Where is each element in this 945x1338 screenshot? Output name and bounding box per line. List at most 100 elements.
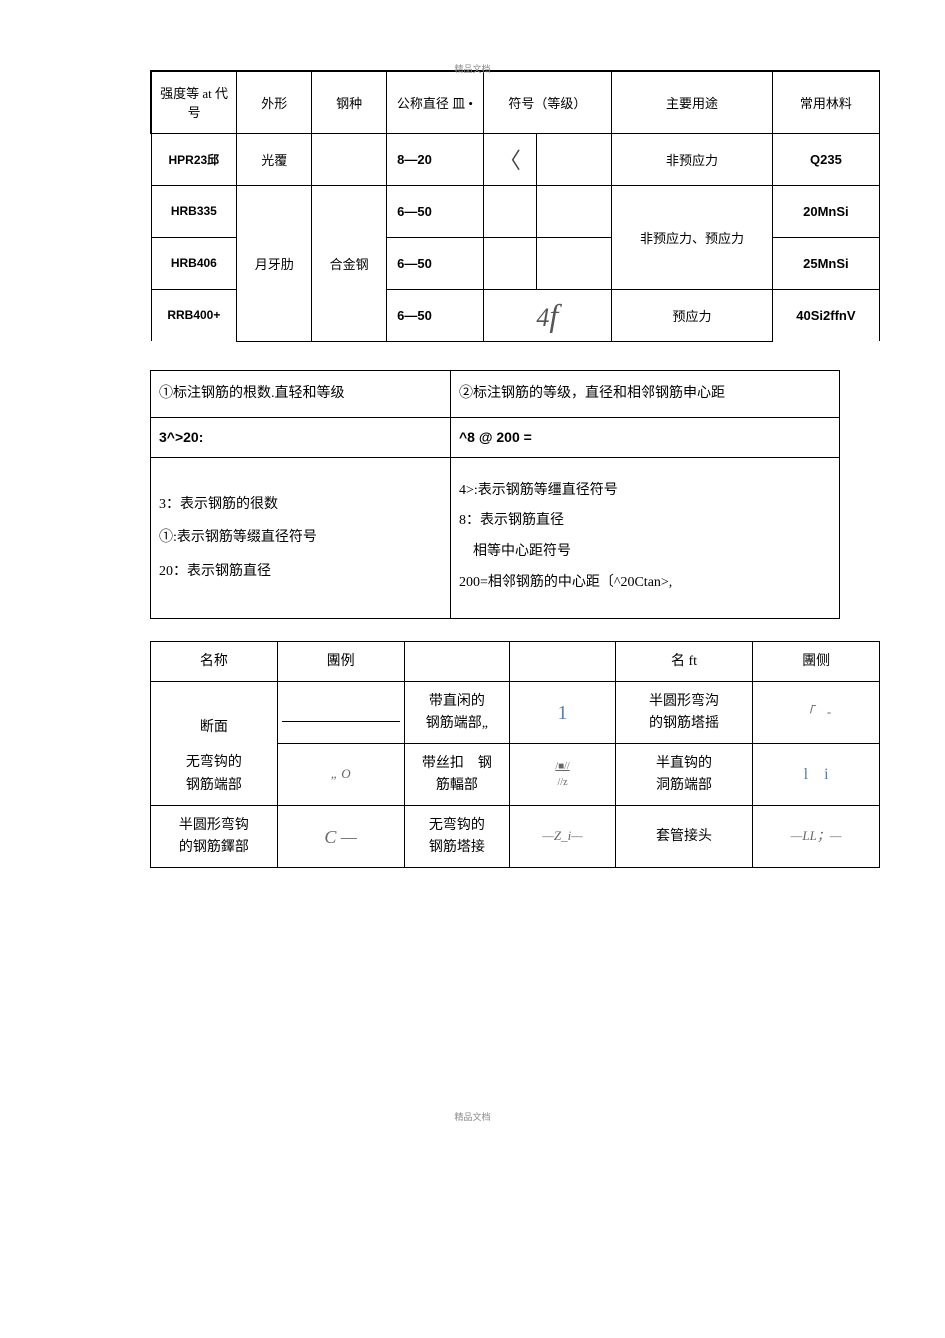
text-line: 无弯钩的: [409, 815, 506, 837]
cell: 光覆: [237, 133, 312, 185]
cell: 非预应力、预应力: [612, 185, 773, 289]
col-header: 强度等 at 代号: [151, 71, 237, 133]
text-line: 8：表示钢筋直径: [459, 506, 831, 537]
text-line: 的钢筋塔摇: [620, 713, 748, 735]
cell: 〈: [483, 133, 537, 185]
table-row: 3^>20: ^8 @ 200 =: [151, 418, 840, 458]
cell: [483, 185, 537, 237]
table-row: 无弯钩的 钢筋端部 „ O 带丝扣 钢 筋輻部 /■// //z 半直钩的 洞筋…: [151, 744, 880, 806]
cell: HPR23邱: [151, 133, 237, 185]
text-line: 筋輻部: [409, 775, 506, 797]
symbol-icon: „ O: [331, 766, 351, 781]
rebar-spec-table: 强度等 at 代号 外形 钢种 公称直径 皿 • 符号（等级） 主要用途 常用林…: [150, 70, 880, 342]
cell: —LL；—: [753, 806, 880, 868]
text-line: 钢筋塔接: [409, 837, 506, 859]
cell: HRB406: [151, 237, 237, 289]
cell: 无弯钩的 钢筋端部: [151, 744, 278, 806]
table-row: 半圆形弯钩 的钢筋鐸部 C — 无弯钩的 钢筋塔接 —Z_i— 套管接头 —LL…: [151, 806, 880, 868]
cell: „ O: [277, 744, 404, 806]
table-row: 强度等 at 代号 外形 钢种 公称直径 皿 • 符号（等级） 主要用途 常用林…: [151, 71, 880, 133]
cell: 套管接头: [615, 806, 752, 868]
text-line: ①:表示钢筋等缀直径符号: [159, 521, 442, 555]
symbol-icon: //z: [514, 775, 611, 791]
cell: 月牙肋: [237, 185, 312, 341]
cell: 25MnSi: [772, 237, 879, 289]
table-row: 3：表示钢筋的很数 ①:表示钢筋等缀直径符号 20：表示钢筋直径 4>:表示钢筋…: [151, 457, 840, 619]
symbol-icon: l i: [804, 766, 829, 783]
table-row: HPR23邱 光覆 8—20 〈 非预应力 Q235: [151, 133, 880, 185]
cell: C —: [277, 806, 404, 868]
cell: 4f: [483, 289, 612, 341]
cell: RRB400+: [151, 289, 237, 341]
text-line: 无弯钩的: [155, 752, 273, 774]
col-header: 團例: [277, 642, 404, 682]
symbol-icon: —Z_i—: [542, 828, 582, 843]
cell: [537, 185, 612, 237]
symbol-icon: 4f: [536, 303, 558, 332]
cell: 40Si2ffnV: [772, 289, 879, 341]
text-line: 带直闲的: [409, 691, 506, 713]
cell: 3：表示钢筋的很数 ①:表示钢筋等缀直径符号 20：表示钢筋直径: [151, 457, 451, 619]
text-line: 200=相邻钢筋的中心距〔^20Ctan>,: [459, 568, 831, 599]
cell: ②标注钢筋的等级，直径和相邻钢筋申心距: [451, 370, 840, 418]
cell: 非预应力: [612, 133, 773, 185]
cell: 8—20: [387, 133, 483, 185]
text-line: 半圆形弯沟: [620, 691, 748, 713]
cell: 半圆形弯钩 的钢筋鐸部: [151, 806, 278, 868]
cell: [537, 133, 612, 185]
cell: HRB335: [151, 185, 237, 237]
table-row: 名称 團例 名 ft 團侧: [151, 642, 880, 682]
text-line: 半直钩的: [620, 753, 748, 775]
text-line: 断面: [155, 717, 273, 739]
table-row: ①标注钢筋的根数.直轻和等级 ②标注钢筋的等级，直径和相邻钢筋申心距: [151, 370, 840, 418]
cell: 半直钩的 洞筋端部: [615, 744, 752, 806]
text-line: 半圆形弯钩: [155, 815, 273, 837]
text-line: 钢筋端部„: [409, 713, 506, 735]
cell: 预应力: [612, 289, 773, 341]
cell: 带丝扣 钢 筋輻部: [404, 744, 510, 806]
symbol-icon: C —: [324, 827, 357, 847]
text-line: 4>:表示钢筋等缰直径符号: [459, 476, 831, 507]
cell: 断面: [151, 682, 278, 744]
symbol-icon: /■//: [514, 759, 611, 775]
symbol-icon: 「 -: [801, 704, 831, 719]
watermark-bottom: 精品文档: [454, 1110, 490, 1123]
cell: ^8 @ 200 =: [451, 418, 840, 458]
cell: 3^>20:: [151, 418, 451, 458]
table-row: 断面 带直闲的 钢筋端部„ 1 半圆形弯沟 的钢筋塔摇 「 -: [151, 682, 880, 744]
annotation-table: ①标注钢筋的根数.直轻和等级 ②标注钢筋的等级，直径和相邻钢筋申心距 3^>20…: [150, 370, 840, 620]
cell: 半圆形弯沟 的钢筋塔摇: [615, 682, 752, 744]
table-row: HRB335 月牙肋 合金钢 6—50 非预应力、预应力 20MnSi: [151, 185, 880, 237]
cell: [277, 682, 404, 744]
col-header: 主要用途: [612, 71, 773, 133]
cell: Q235: [772, 133, 879, 185]
col-header: 钢种: [312, 71, 387, 133]
cell: 合金钢: [312, 185, 387, 341]
cell: 1: [510, 682, 616, 744]
cell: 4>:表示钢筋等缰直径符号 8：表示钢筋直径 相等中心距符号 200=相邻钢筋的…: [451, 457, 840, 619]
cell: ①标注钢筋的根数.直轻和等级: [151, 370, 451, 418]
cell: [483, 237, 537, 289]
cell: [537, 237, 612, 289]
text-line: 带丝扣 钢: [409, 753, 506, 775]
watermark-top: 精品文档: [454, 62, 490, 75]
cell: —Z_i—: [510, 806, 616, 868]
col-header: [404, 642, 510, 682]
cell: 6—50: [387, 289, 483, 341]
col-header: 常用林料: [772, 71, 879, 133]
symbol-legend-table: 名称 團例 名 ft 團侧 断面 带直闲的 钢筋端部„ 1 半圆形弯沟 的钢筋塔…: [150, 641, 880, 868]
cell: 6—50: [387, 237, 483, 289]
cell: 无弯钩的 钢筋塔接: [404, 806, 510, 868]
cell: /■// //z: [510, 744, 616, 806]
text-line: 3：表示钢筋的很数: [159, 488, 442, 522]
col-header: [510, 642, 616, 682]
symbol-icon: —LL；—: [791, 828, 842, 843]
col-header: 名 ft: [615, 642, 752, 682]
symbol-icon: 1: [558, 702, 568, 724]
col-header: 團侧: [753, 642, 880, 682]
text-line: 洞筋端部: [620, 775, 748, 797]
cell: [312, 133, 387, 185]
col-header: 名称: [151, 642, 278, 682]
text-line: 20：表示钢筋直径: [159, 555, 442, 589]
cell: 带直闲的 钢筋端部„: [404, 682, 510, 744]
